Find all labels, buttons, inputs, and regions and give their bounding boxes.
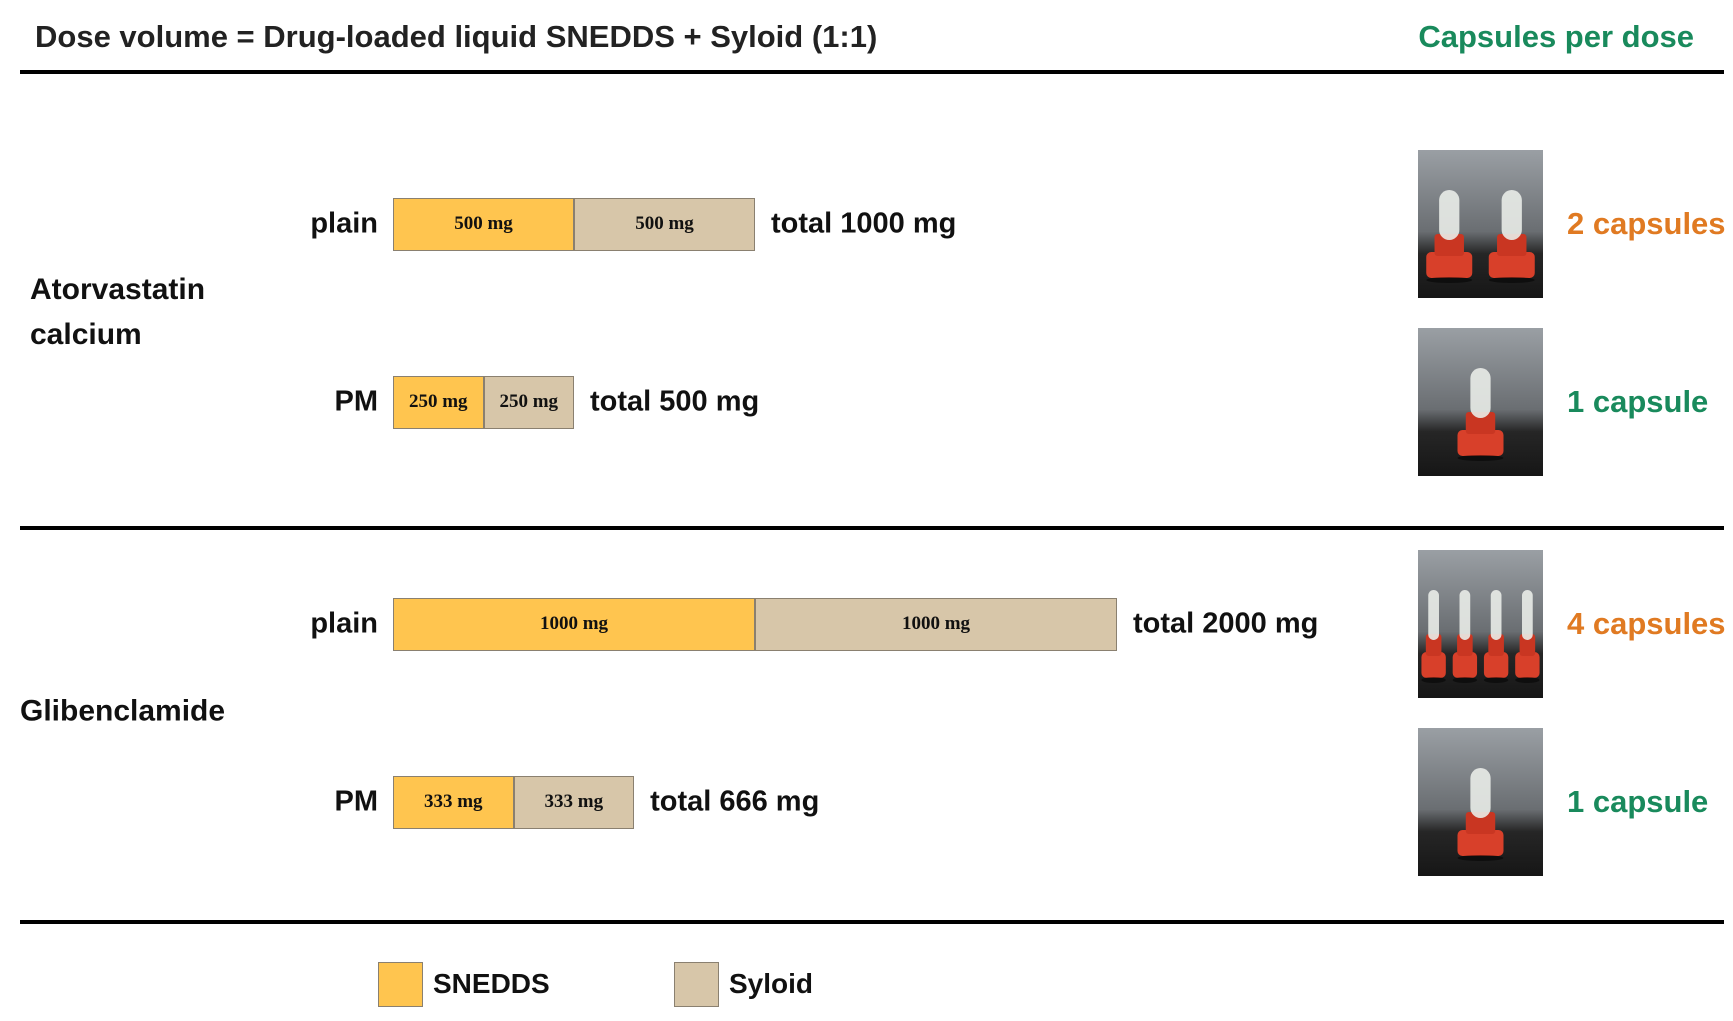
row-label: plain: [310, 607, 378, 640]
total-label: total 2000 mg: [1133, 607, 1319, 640]
bar-value-label: 500 mg: [635, 213, 694, 234]
capsule: [1488, 190, 1535, 283]
row-label: PM: [334, 785, 379, 818]
capsule: [1426, 190, 1473, 283]
capsule-label: 4 capsules: [1567, 606, 1726, 641]
legend-label: SNEDDS: [433, 968, 550, 999]
capsule-label: 2 capsules: [1567, 206, 1726, 241]
bar-segment: 250 mg: [483, 375, 574, 429]
bar-value-label: 1000 mg: [901, 613, 971, 634]
total-label: total 666 mg: [650, 785, 820, 818]
capsule-label: 1 capsule: [1567, 784, 1709, 819]
total-label: total 1000 mg: [771, 207, 957, 240]
bar-segment: 333 mg: [513, 775, 635, 829]
capsule-photo: [1418, 550, 1543, 698]
legend-label: Syloid: [729, 968, 814, 999]
rule: [20, 920, 1724, 924]
rule: [20, 526, 1724, 530]
capsules-header: Capsules per dose: [1418, 19, 1694, 54]
capsule: [1483, 590, 1509, 683]
group-label: Atorvastatin calcium: [30, 273, 206, 351]
legend-swatch: [378, 962, 423, 1007]
row-label: PM: [334, 385, 379, 418]
capsule: [1457, 368, 1504, 461]
bar-value-label: 500 mg: [454, 213, 513, 234]
bar-segment: 500 mg: [393, 197, 574, 251]
figure-title: Dose volume = Drug-loaded liquid SNEDDS …: [35, 19, 878, 54]
capsule: [1452, 590, 1478, 683]
bar-segment: 333 mg: [393, 775, 514, 829]
bar-segment: 1000 mg: [393, 597, 755, 651]
photo-graphic: [1418, 728, 1543, 876]
row-label: plain: [310, 207, 378, 240]
bar-value-label: 333 mg: [544, 791, 604, 812]
legend-swatch: [674, 962, 719, 1007]
bar-value-label: 250 mg: [499, 391, 559, 412]
capsule-photo: [1418, 328, 1543, 476]
capsule: [1515, 590, 1540, 683]
photo-graphic: [1418, 550, 1543, 698]
bar-segment: 1000 mg: [755, 597, 1117, 651]
photo-graphic: [1418, 328, 1543, 476]
bar-value-label: 250 mg: [408, 391, 468, 412]
rule: [20, 70, 1724, 74]
total-label: total 500 mg: [590, 385, 760, 418]
capsule: [1421, 590, 1446, 683]
capsule-photo: [1418, 728, 1543, 876]
bar-segment: 250 mg: [393, 375, 484, 429]
capsule-label: 1 capsule: [1567, 384, 1709, 419]
capsule-photo: [1418, 150, 1543, 298]
bar-value-label: 1000 mg: [539, 613, 609, 634]
bar-segment: 500 mg: [574, 197, 755, 251]
group-label: Glibenclamide: [20, 694, 226, 728]
photo-graphic: [1418, 150, 1543, 298]
bar-value-label: 333 mg: [423, 791, 483, 812]
capsule: [1457, 768, 1504, 861]
